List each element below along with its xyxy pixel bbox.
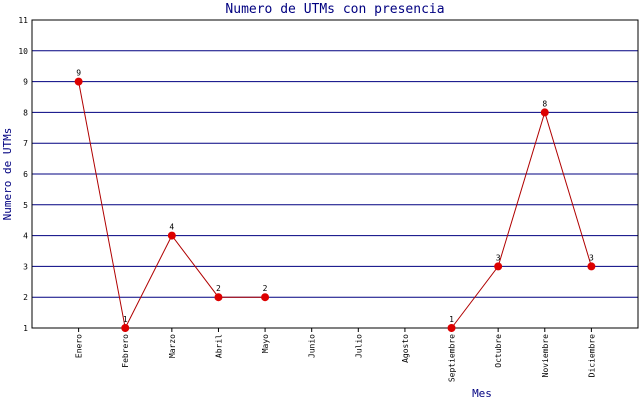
data-point: [121, 324, 130, 332]
data-point: [494, 262, 503, 271]
data-point: [167, 231, 176, 240]
x-tick-label: Febrero: [121, 334, 130, 368]
y-tick-label: 8: [23, 108, 28, 117]
data-point: [214, 293, 223, 302]
y-axis-label: Numero de UTMs: [1, 128, 14, 221]
data-point: [74, 77, 83, 86]
x-axis-label: Mes: [472, 387, 492, 400]
x-tick-label: Mayo: [261, 334, 270, 353]
y-tick-label: 5: [23, 201, 28, 210]
x-tick-label: Enero: [75, 334, 84, 358]
data-label: 2: [263, 284, 268, 293]
y-tick-label: 1: [23, 324, 28, 333]
x-tick-label: Agosto: [401, 334, 410, 363]
data-point: [540, 108, 549, 117]
data-label: 3: [589, 253, 594, 262]
y-tick-label: 10: [18, 47, 28, 56]
x-tick-label: Octubre: [494, 334, 503, 368]
y-tick-label: 7: [23, 139, 28, 148]
x-tick-label: Noviembre: [541, 334, 550, 378]
y-tick-label: 6: [23, 170, 28, 179]
x-tick-label: Diciembre: [587, 334, 596, 378]
y-tick-label: 2: [23, 293, 28, 302]
x-tick-label: Abril: [214, 334, 223, 358]
data-label: 9: [76, 69, 81, 78]
y-tick-label: 4: [23, 232, 28, 241]
plot-frame: [31, 19, 639, 329]
x-tick-label: Julio: [354, 334, 363, 358]
data-label: 8: [542, 99, 547, 108]
data-label: 3: [496, 253, 501, 262]
y-tick-label: 11: [18, 16, 28, 25]
data-point: [447, 324, 456, 332]
y-tick-label: 3: [23, 262, 28, 271]
data-label: 2: [216, 284, 221, 293]
data-label: 4: [169, 223, 174, 232]
data-label: 1: [449, 315, 454, 324]
data-point: [261, 293, 270, 302]
y-tick-label: 9: [23, 78, 28, 87]
chart-title: Numero de UTMs con presencia: [225, 2, 444, 17]
data-point: [587, 262, 596, 271]
x-tick-label: Marzo: [168, 334, 177, 358]
x-tick-label: Junio: [308, 334, 317, 358]
x-tick-label: Septiembre: [448, 334, 457, 382]
data-label: 1: [123, 315, 128, 324]
